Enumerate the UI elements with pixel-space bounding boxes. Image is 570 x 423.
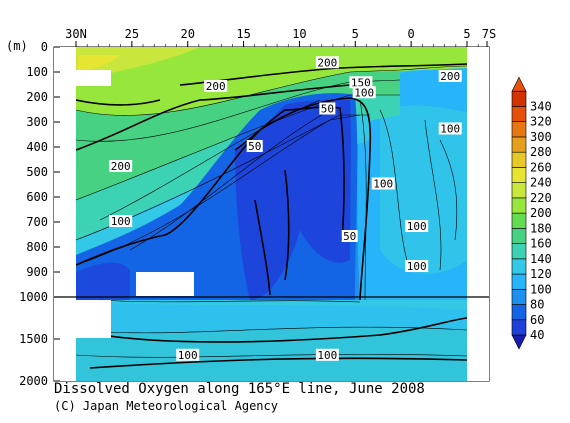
x-tick-label: 15 xyxy=(236,27,250,41)
contour-label: 200 xyxy=(440,70,460,83)
contour-label-bg xyxy=(341,230,358,242)
colorbar-label: 220 xyxy=(530,191,552,205)
contour-label: 50 xyxy=(321,103,334,116)
colorbar-label: 260 xyxy=(530,160,552,174)
contour-label-bg xyxy=(438,70,462,82)
contour-label-bg xyxy=(246,140,263,152)
y-tick-label: 1500 xyxy=(19,332,48,346)
contour-label-bg xyxy=(204,80,228,92)
contour-label: 100 xyxy=(407,260,427,273)
contour-label: 100 xyxy=(440,123,460,136)
x-tick-label: 20 xyxy=(180,27,194,41)
x-tick-label: 25 xyxy=(125,27,139,41)
x-tick-label: 30N xyxy=(65,27,87,41)
colorbar-swatch xyxy=(511,273,527,290)
y-tick-label: 200 xyxy=(26,90,48,104)
colorbar-swatch xyxy=(511,106,527,123)
contour-label: 200 xyxy=(206,80,226,93)
y-tick-label: 0 xyxy=(41,40,48,54)
colorbar-label: 140 xyxy=(530,252,552,266)
contour-label: 100 xyxy=(354,86,374,99)
colorbar: 4060801001201401601802002202402602803003… xyxy=(511,76,552,350)
colorbar-swatch xyxy=(511,182,527,199)
contour-label-bg xyxy=(371,177,395,190)
colorbar-swatch xyxy=(511,90,527,107)
contour-label-bg xyxy=(315,348,339,361)
colorbar-label: 320 xyxy=(530,115,552,129)
x-tick-label: 7S xyxy=(482,27,496,41)
contour-label-bg xyxy=(438,122,462,135)
colorbar-label: 200 xyxy=(530,206,552,220)
colorbar-label: 60 xyxy=(530,313,544,327)
colorbar-swatch xyxy=(511,304,527,321)
colorbar-label: 280 xyxy=(530,145,552,159)
y-tick-label: 800 xyxy=(26,240,48,254)
y-tick-label: 400 xyxy=(26,140,48,154)
x-tick-label: 0 xyxy=(408,27,415,41)
x-tick-label: 10 xyxy=(292,27,306,41)
colorbar-label: 160 xyxy=(530,237,552,251)
colorbar-label: 180 xyxy=(530,221,552,235)
y-tick-label: 2000 xyxy=(19,374,48,388)
colorbar-max-arrow xyxy=(511,76,527,92)
chart-title: Dissolved Oxygen along 165°E line, June … xyxy=(54,381,425,397)
colorbar-swatch xyxy=(511,319,527,336)
colorbar-swatch xyxy=(511,167,527,183)
contour-label: 100 xyxy=(111,215,131,228)
contour-label-bg xyxy=(405,260,429,272)
y-tick-label: 300 xyxy=(26,115,48,129)
contour-label: 100 xyxy=(407,220,427,233)
y-tick-label: 100 xyxy=(26,65,48,79)
colorbar-swatch xyxy=(511,288,527,305)
x-tick-label: 5 xyxy=(463,27,470,41)
colorbar-min-arrow xyxy=(511,334,527,350)
chart-credit: (C) Japan Meteorological Agency xyxy=(54,399,278,413)
contour-label: 100 xyxy=(178,349,198,362)
contour-label-bg xyxy=(176,348,200,361)
colorbar-swatch xyxy=(511,136,527,153)
y-tick-label: 1000 xyxy=(19,290,48,304)
y-axis: 0 100 200 300 400 500 600 700 800 900 1000 1500 2000 xyxy=(19,40,60,388)
x-tick-label: 5 xyxy=(352,27,359,41)
contour-label-bg xyxy=(405,220,429,232)
y-tick-label: 600 xyxy=(26,190,48,204)
y-tick-label: 500 xyxy=(26,165,48,179)
contour-lines-bold xyxy=(76,63,467,369)
contour-label: 100 xyxy=(317,349,337,362)
colorbar-label: 240 xyxy=(530,176,552,190)
contour-label-bg xyxy=(315,56,339,69)
colorbar-swatch xyxy=(511,151,527,168)
contour-label: 200 xyxy=(317,56,337,69)
contour-label-bg xyxy=(349,76,373,89)
contour-label-bg xyxy=(109,160,133,172)
contour-label-bg xyxy=(319,102,336,115)
colorbar-swatch xyxy=(511,243,527,260)
colorbar-swatch xyxy=(511,121,527,138)
contour-label-bg xyxy=(352,86,376,99)
colorbar-label: 40 xyxy=(530,328,544,342)
colorbar-label: 300 xyxy=(530,130,552,144)
colorbar-swatch xyxy=(511,258,527,275)
contour-label: 150 xyxy=(351,76,371,89)
x-axis: 30N 25 20 15 10 5 0 5 7S xyxy=(65,27,496,47)
colorbar-swatch xyxy=(511,212,527,229)
colorbar-label: 80 xyxy=(530,298,544,312)
contour-label: 200 xyxy=(111,160,131,173)
contour-label: 100 xyxy=(373,178,393,191)
contour-label-bg xyxy=(109,215,133,227)
colorbar-swatch xyxy=(511,228,527,244)
colorbar-label: 340 xyxy=(530,99,552,113)
y-tick-label: 900 xyxy=(26,265,48,279)
y-axis-label: (m) xyxy=(6,39,28,53)
colorbar-label: 100 xyxy=(530,282,552,296)
colorbar-swatch xyxy=(511,197,527,214)
colorbar-label: 120 xyxy=(530,267,552,281)
y-tick-label: 700 xyxy=(26,215,48,229)
contour-label: 50 xyxy=(343,230,356,243)
contour-label: 50 xyxy=(248,140,261,153)
